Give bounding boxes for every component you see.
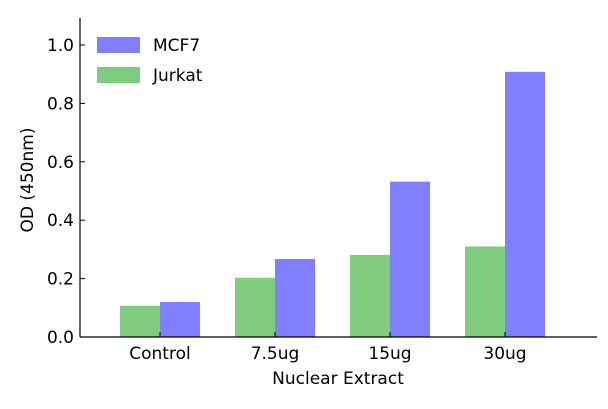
x-ticks: Control 7.5ug 15ug 30ug: [129, 332, 527, 364]
bar-mcf7-1: [275, 259, 315, 337]
y-axis-label: OD (450nm): [18, 128, 38, 233]
bar-jurkat-1: [235, 277, 275, 337]
y-tick-label: 0.0: [47, 328, 74, 348]
bar-jurkat-2: [350, 254, 390, 337]
y-tick-label: 1.0: [47, 36, 74, 56]
y-tick-label: 0.6: [47, 153, 74, 173]
x-axis-label: Nuclear Extract: [272, 369, 404, 389]
bars: [120, 71, 545, 337]
bar-mcf7-2: [390, 181, 430, 337]
bar-jurkat-0: [120, 305, 160, 337]
legend-label-jurkat: Jurkat: [152, 66, 203, 86]
legend-swatch-mcf7: [97, 37, 140, 53]
y-ticks: 0.0 0.2 0.4 0.6 0.8 1.0: [47, 36, 85, 348]
y-tick-label: 0.8: [47, 94, 74, 114]
legend: MCF7 Jurkat: [97, 36, 203, 86]
y-tick-label: 0.2: [47, 270, 74, 290]
bar-mcf7-3: [505, 71, 545, 337]
x-tick-label: 7.5ug: [251, 344, 300, 364]
legend-label-mcf7: MCF7: [153, 36, 200, 56]
legend-swatch-jurkat: [97, 67, 140, 83]
bar-jurkat-3: [465, 246, 505, 337]
y-tick-label: 0.4: [47, 211, 74, 231]
x-tick-label: Control: [129, 344, 190, 364]
x-tick-label: 15ug: [368, 344, 411, 364]
bar-mcf7-0: [160, 301, 200, 337]
x-tick-label: 30ug: [483, 344, 526, 364]
